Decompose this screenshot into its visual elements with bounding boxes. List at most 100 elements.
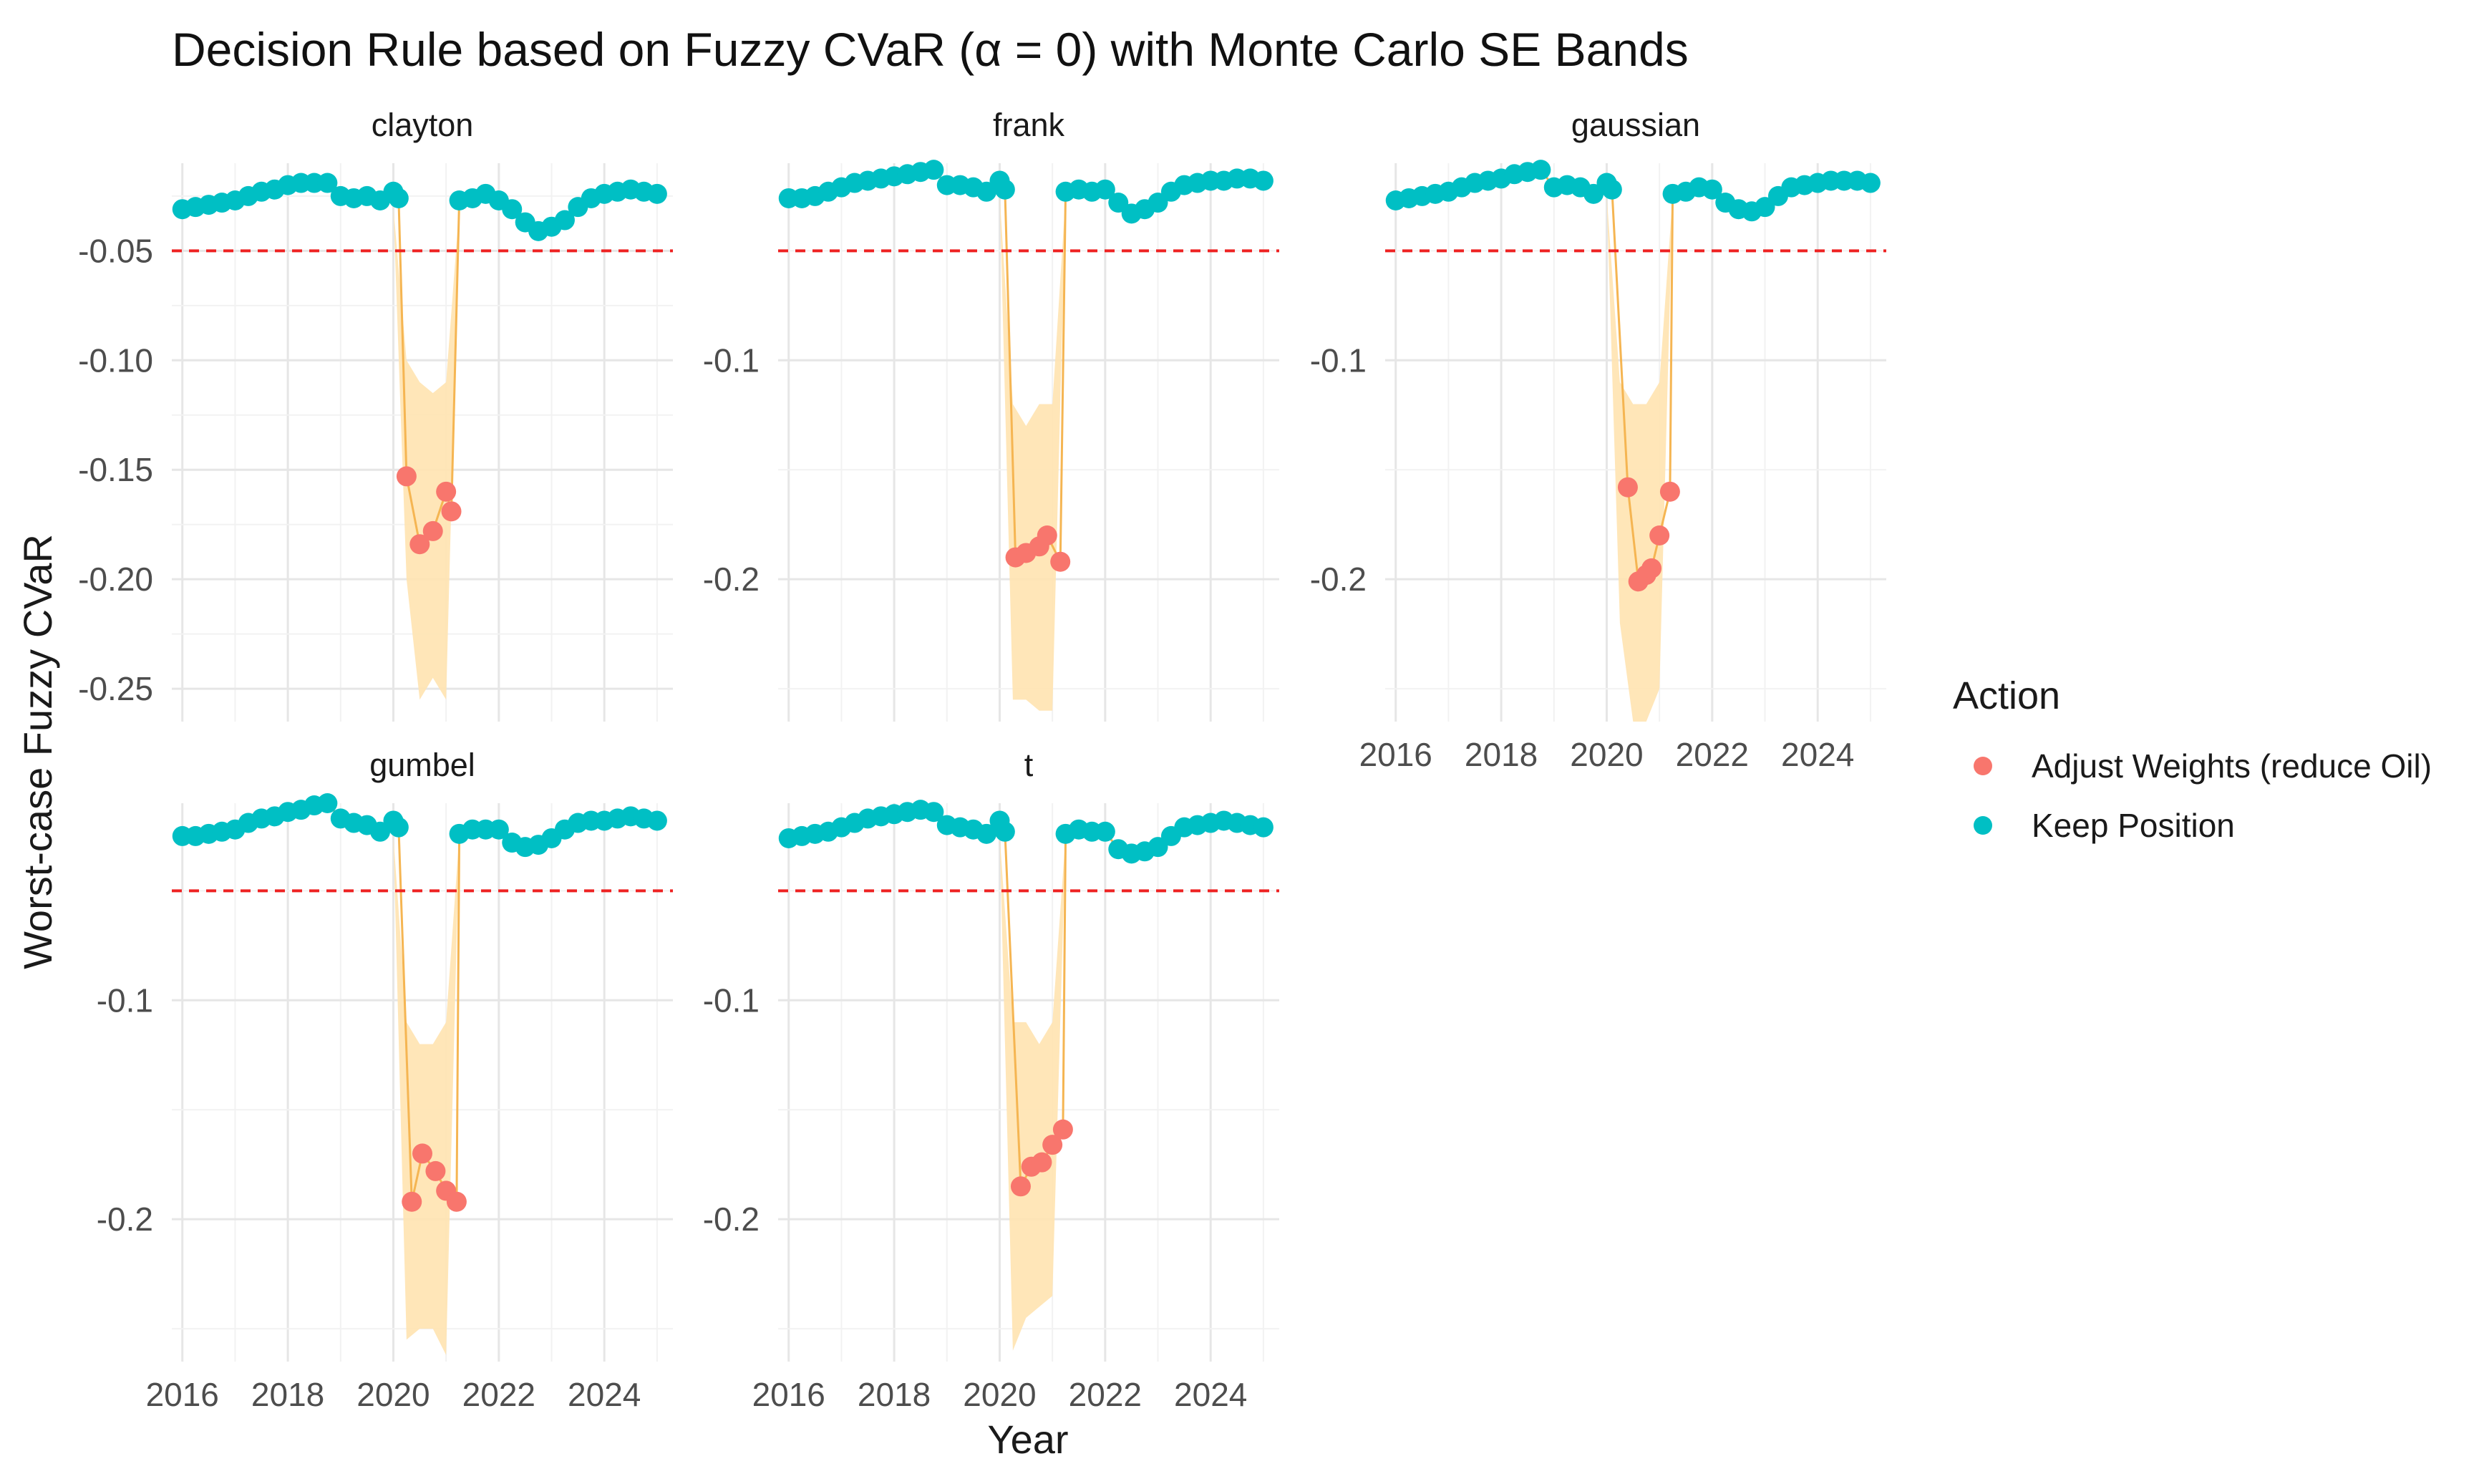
keep-point bbox=[1095, 179, 1115, 200]
adjust-point bbox=[1010, 1176, 1031, 1197]
y-tick-label: -0.1 bbox=[1310, 341, 1367, 379]
keep-point bbox=[1148, 837, 1168, 858]
adjust-point bbox=[1032, 1152, 1052, 1173]
adjust-point bbox=[412, 1143, 432, 1164]
legend-title: Action bbox=[1953, 674, 2060, 717]
x-tick-label: 2016 bbox=[146, 1376, 219, 1413]
y-tick-label: -0.1 bbox=[703, 341, 760, 379]
panel-frank: frank -0.1 -0.2 bbox=[703, 107, 1279, 722]
y-tick-label: -0.2 bbox=[97, 1201, 153, 1238]
se-band bbox=[393, 835, 460, 1355]
keep-point bbox=[976, 823, 997, 844]
keep-point bbox=[502, 199, 523, 220]
facet-label: frank bbox=[993, 107, 1065, 143]
keep-point bbox=[646, 810, 667, 831]
keep-point bbox=[488, 819, 509, 840]
adjust-point bbox=[409, 534, 430, 555]
adjust-point bbox=[1641, 558, 1662, 578]
adjust-point bbox=[425, 1160, 446, 1181]
adjust-point bbox=[1659, 481, 1680, 502]
facet-label: gumbel bbox=[369, 747, 475, 783]
legend: Action Adjust Weights (reduce Oil) Keep … bbox=[1953, 674, 2432, 844]
y-tick-label: -0.05 bbox=[78, 232, 153, 269]
se-band bbox=[999, 835, 1066, 1351]
adjust-point bbox=[1649, 525, 1670, 545]
legend-label-adjust: Adjust Weights (reduce Oil) bbox=[2032, 747, 2432, 785]
panel-clayton: clayton -0.05 -0.10 -0.15 -0.20 -0.25 bbox=[78, 107, 673, 722]
y-tick-label: -0.2 bbox=[703, 1201, 760, 1238]
keep-point bbox=[1253, 170, 1273, 191]
y-tick-label: -0.15 bbox=[78, 451, 153, 488]
x-tick-label: 2020 bbox=[963, 1376, 1036, 1413]
keep-point bbox=[1860, 173, 1881, 193]
keep-point bbox=[1253, 817, 1273, 838]
facet-label: t bbox=[1024, 747, 1034, 783]
keep-point bbox=[388, 817, 409, 838]
y-axis-title: Worst-case Fuzzy CVaR bbox=[15, 534, 60, 969]
y-tick-label: -0.20 bbox=[78, 561, 153, 598]
x-tick-label: 2016 bbox=[752, 1376, 825, 1413]
keep-point bbox=[994, 179, 1015, 200]
x-tick-label: 2022 bbox=[462, 1376, 535, 1413]
x-tick-label: 2018 bbox=[251, 1376, 324, 1413]
x-tick-label: 2022 bbox=[1069, 1376, 1142, 1413]
adjust-point bbox=[1050, 551, 1071, 572]
adjust-point bbox=[446, 1191, 467, 1212]
keep-point bbox=[1530, 160, 1551, 180]
y-tick-label: -0.10 bbox=[78, 341, 153, 379]
keep-point bbox=[1755, 197, 1775, 218]
keep-point bbox=[388, 188, 409, 208]
panel-gaussian: gaussian -0.1 -0.2 2016 2018 2020 2022 2024 bbox=[1310, 107, 1886, 773]
keep-point bbox=[1095, 821, 1115, 842]
keep-point bbox=[994, 821, 1015, 842]
x-tick-label: 2018 bbox=[858, 1376, 931, 1413]
keep-point bbox=[1583, 183, 1604, 204]
x-tick-label: 2016 bbox=[1359, 736, 1432, 773]
x-tick-label: 2018 bbox=[1465, 736, 1538, 773]
legend-label-keep: Keep Position bbox=[2032, 807, 2235, 844]
adjust-point bbox=[1052, 1119, 1073, 1140]
keep-point bbox=[646, 183, 667, 204]
adjust-point bbox=[1037, 525, 1057, 545]
legend-key-keep bbox=[1974, 816, 1992, 835]
x-tick-label: 2024 bbox=[1781, 736, 1854, 773]
adjust-point bbox=[402, 1191, 422, 1212]
x-axis-title: Year bbox=[987, 1417, 1068, 1462]
facet-label: gaussian bbox=[1571, 107, 1700, 143]
keep-point bbox=[923, 160, 944, 180]
keep-point bbox=[1148, 193, 1168, 213]
panel-gumbel: gumbel -0.1 -0.2 2016 2018 2020 2022 2024 bbox=[97, 747, 673, 1413]
se-band bbox=[999, 195, 1066, 711]
keep-point bbox=[317, 793, 338, 813]
keep-point bbox=[1702, 179, 1722, 200]
x-tick-label: 2024 bbox=[568, 1376, 641, 1413]
adjust-point bbox=[1617, 477, 1638, 498]
legend-key-adjust bbox=[1974, 757, 1992, 775]
x-tick-label: 2020 bbox=[1570, 736, 1643, 773]
chart-title: Decision Rule based on Fuzzy CVaR (α = 0… bbox=[172, 23, 1689, 76]
panel-t: t -0.1 -0.2 2016 2018 2020 2022 2024 bbox=[703, 747, 1279, 1413]
adjust-point bbox=[1042, 1135, 1063, 1155]
adjust-point bbox=[422, 520, 443, 541]
y-tick-label: -0.2 bbox=[1310, 561, 1367, 598]
x-tick-label: 2022 bbox=[1676, 736, 1749, 773]
x-tick-label: 2020 bbox=[356, 1376, 430, 1413]
keep-point bbox=[1601, 179, 1622, 200]
keep-point bbox=[317, 173, 338, 193]
keep-point bbox=[976, 181, 997, 202]
facet-panels: clayton -0.05 -0.10 -0.15 -0.20 -0.25 frank -0.… bbox=[78, 107, 1886, 1413]
keep-point bbox=[1108, 193, 1129, 213]
x-tick-label: 2024 bbox=[1174, 1376, 1247, 1413]
y-tick-label: -0.2 bbox=[703, 561, 760, 598]
adjust-point bbox=[441, 501, 462, 522]
y-tick-label: -0.1 bbox=[97, 981, 153, 1019]
facet-label: clayton bbox=[372, 107, 474, 143]
keep-point bbox=[554, 210, 575, 231]
keep-point bbox=[370, 821, 391, 842]
adjust-point bbox=[396, 466, 417, 487]
keep-point bbox=[923, 802, 944, 823]
se-band bbox=[1606, 195, 1673, 722]
se-band bbox=[393, 207, 460, 700]
y-tick-label: -0.1 bbox=[703, 981, 760, 1019]
